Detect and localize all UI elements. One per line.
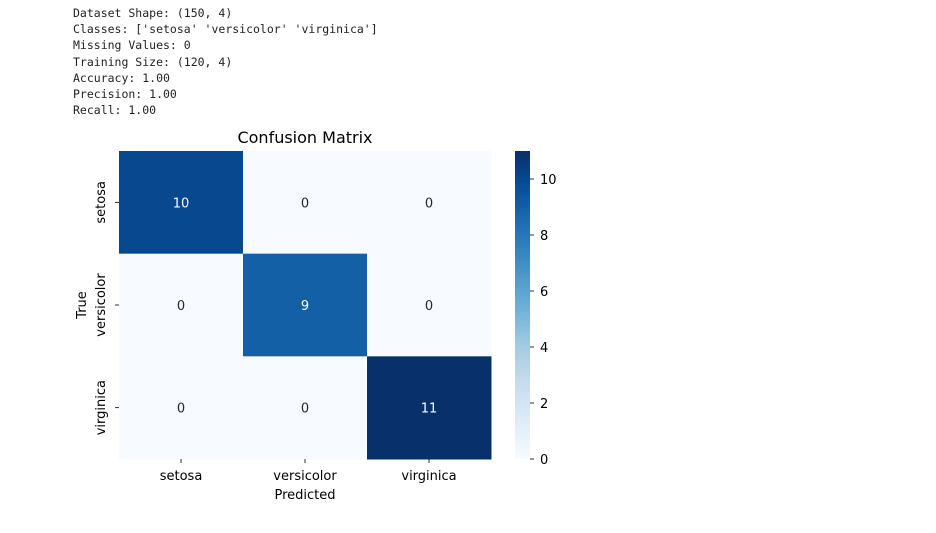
colorbar-tick-label: 6 xyxy=(540,285,548,300)
heatmap-cell-value: 0 xyxy=(177,402,185,417)
y-tick-label: versicolor xyxy=(94,273,109,337)
x-tick-label: setosa xyxy=(160,469,203,484)
heatmap-cell-value: 0 xyxy=(301,402,309,417)
y-tick-label: setosa xyxy=(94,181,109,224)
heatmap-cell-value: 0 xyxy=(301,196,309,211)
heatmap-cell-value: 11 xyxy=(421,402,438,417)
colorbar-tick-label: 8 xyxy=(540,229,548,244)
heatmap-cell-value: 0 xyxy=(425,299,433,314)
heatmap-cell-value: 10 xyxy=(173,196,190,211)
x-tick-label: versicolor xyxy=(273,469,337,484)
heatmap-cell xyxy=(367,356,492,460)
y-axis: setosa versicolor virginica xyxy=(94,181,119,435)
console-line: Training Size: (120, 4) xyxy=(73,54,233,69)
y-axis-label: True xyxy=(75,291,90,320)
colorbar-tick-label: 4 xyxy=(540,341,548,356)
console-line: Accuracy: 1.00 xyxy=(73,70,170,85)
heatmap-cell xyxy=(119,253,244,357)
heatmap-cell xyxy=(243,151,368,255)
heatmap-cell-value: 0 xyxy=(177,299,185,314)
x-axis: setosa versicolor virginica xyxy=(160,459,457,484)
heatmap-cell xyxy=(367,151,492,255)
y-tick-label: virginica xyxy=(94,380,109,435)
colorbar-tick-label: 10 xyxy=(540,173,557,188)
x-tick-label: virginica xyxy=(401,469,456,484)
heatmap-cell-labels: 10 0 0 0 9 0 0 0 11 xyxy=(173,196,438,416)
colorbar-tick-label: 2 xyxy=(540,397,548,412)
console-line: Dataset Shape: (150, 4) xyxy=(73,6,233,20)
console-output: Dataset Shape: (150, 4) Classes: ['setosa… xyxy=(73,5,378,118)
heatmap-cells xyxy=(119,151,492,460)
console-line: Missing Values: 0 xyxy=(73,38,191,53)
heatmap-cell xyxy=(119,151,244,255)
heatmap-cell xyxy=(367,253,492,357)
colorbar-ticks: 0 2 4 6 8 10 xyxy=(530,173,557,468)
chart-title: Confusion Matrix xyxy=(237,128,372,147)
heatmap-cell-value: 9 xyxy=(301,299,309,314)
heatmap-cell-value: 0 xyxy=(425,196,433,211)
console-line: Recall: 1.00 xyxy=(73,103,157,118)
heatmap-cell xyxy=(243,356,368,460)
console-line: Precision: 1.00 xyxy=(73,87,177,102)
heatmap-cell xyxy=(243,253,368,357)
heatmap-cell xyxy=(119,356,244,460)
colorbar-tick-label: 0 xyxy=(540,453,548,468)
x-axis-label: Predicted xyxy=(274,488,335,503)
colorbar: 0 2 4 6 8 10 xyxy=(515,151,557,468)
colorbar-gradient xyxy=(515,151,530,459)
console-line: Classes: ['setosa' 'versicolor' 'virgini… xyxy=(73,22,378,37)
